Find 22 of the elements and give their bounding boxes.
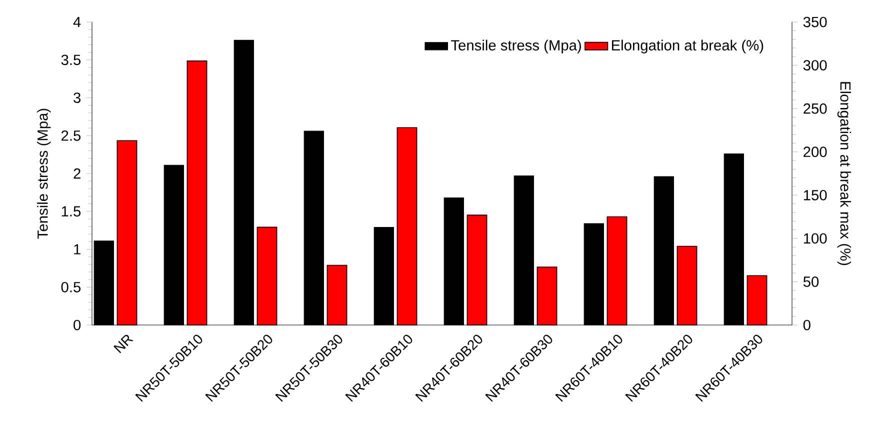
y-tick-label: 3 — [74, 92, 81, 103]
x-tick-label: NR — [114, 334, 134, 354]
y2-axis-title: Elongation at break max (%) — [837, 82, 852, 266]
y-tick-label: 1 — [74, 244, 80, 254]
y-tick-label: 3.5 — [61, 54, 81, 66]
y2-tick-label: 0 — [803, 320, 810, 330]
y2-tick-label: 200 — [804, 146, 827, 158]
y-tick-label: 2.5 — [62, 130, 81, 141]
y2-tick-label: 250 — [804, 103, 827, 114]
y2-tick-label: 300 — [803, 60, 827, 70]
y-tick-label: 4 — [73, 16, 81, 28]
legend-label: Elongation at break (%) — [612, 40, 764, 54]
y-axis-title: Tensile stress (Mpa) — [37, 108, 51, 239]
y2-tick-label: 100 — [804, 233, 827, 244]
y2-tick-label: 50 — [803, 276, 819, 287]
y-tick-label: 1.5 — [62, 206, 81, 216]
legend-label: Tensile stress (Mpa) — [451, 40, 581, 54]
y2-tick-label: 350 — [803, 16, 827, 28]
y-tick-label: 0 — [74, 320, 81, 330]
y-tick-label: 0.5 — [61, 282, 81, 292]
y-tick-label: 2 — [74, 168, 80, 179]
y2-tick-label: 150 — [804, 190, 827, 200]
